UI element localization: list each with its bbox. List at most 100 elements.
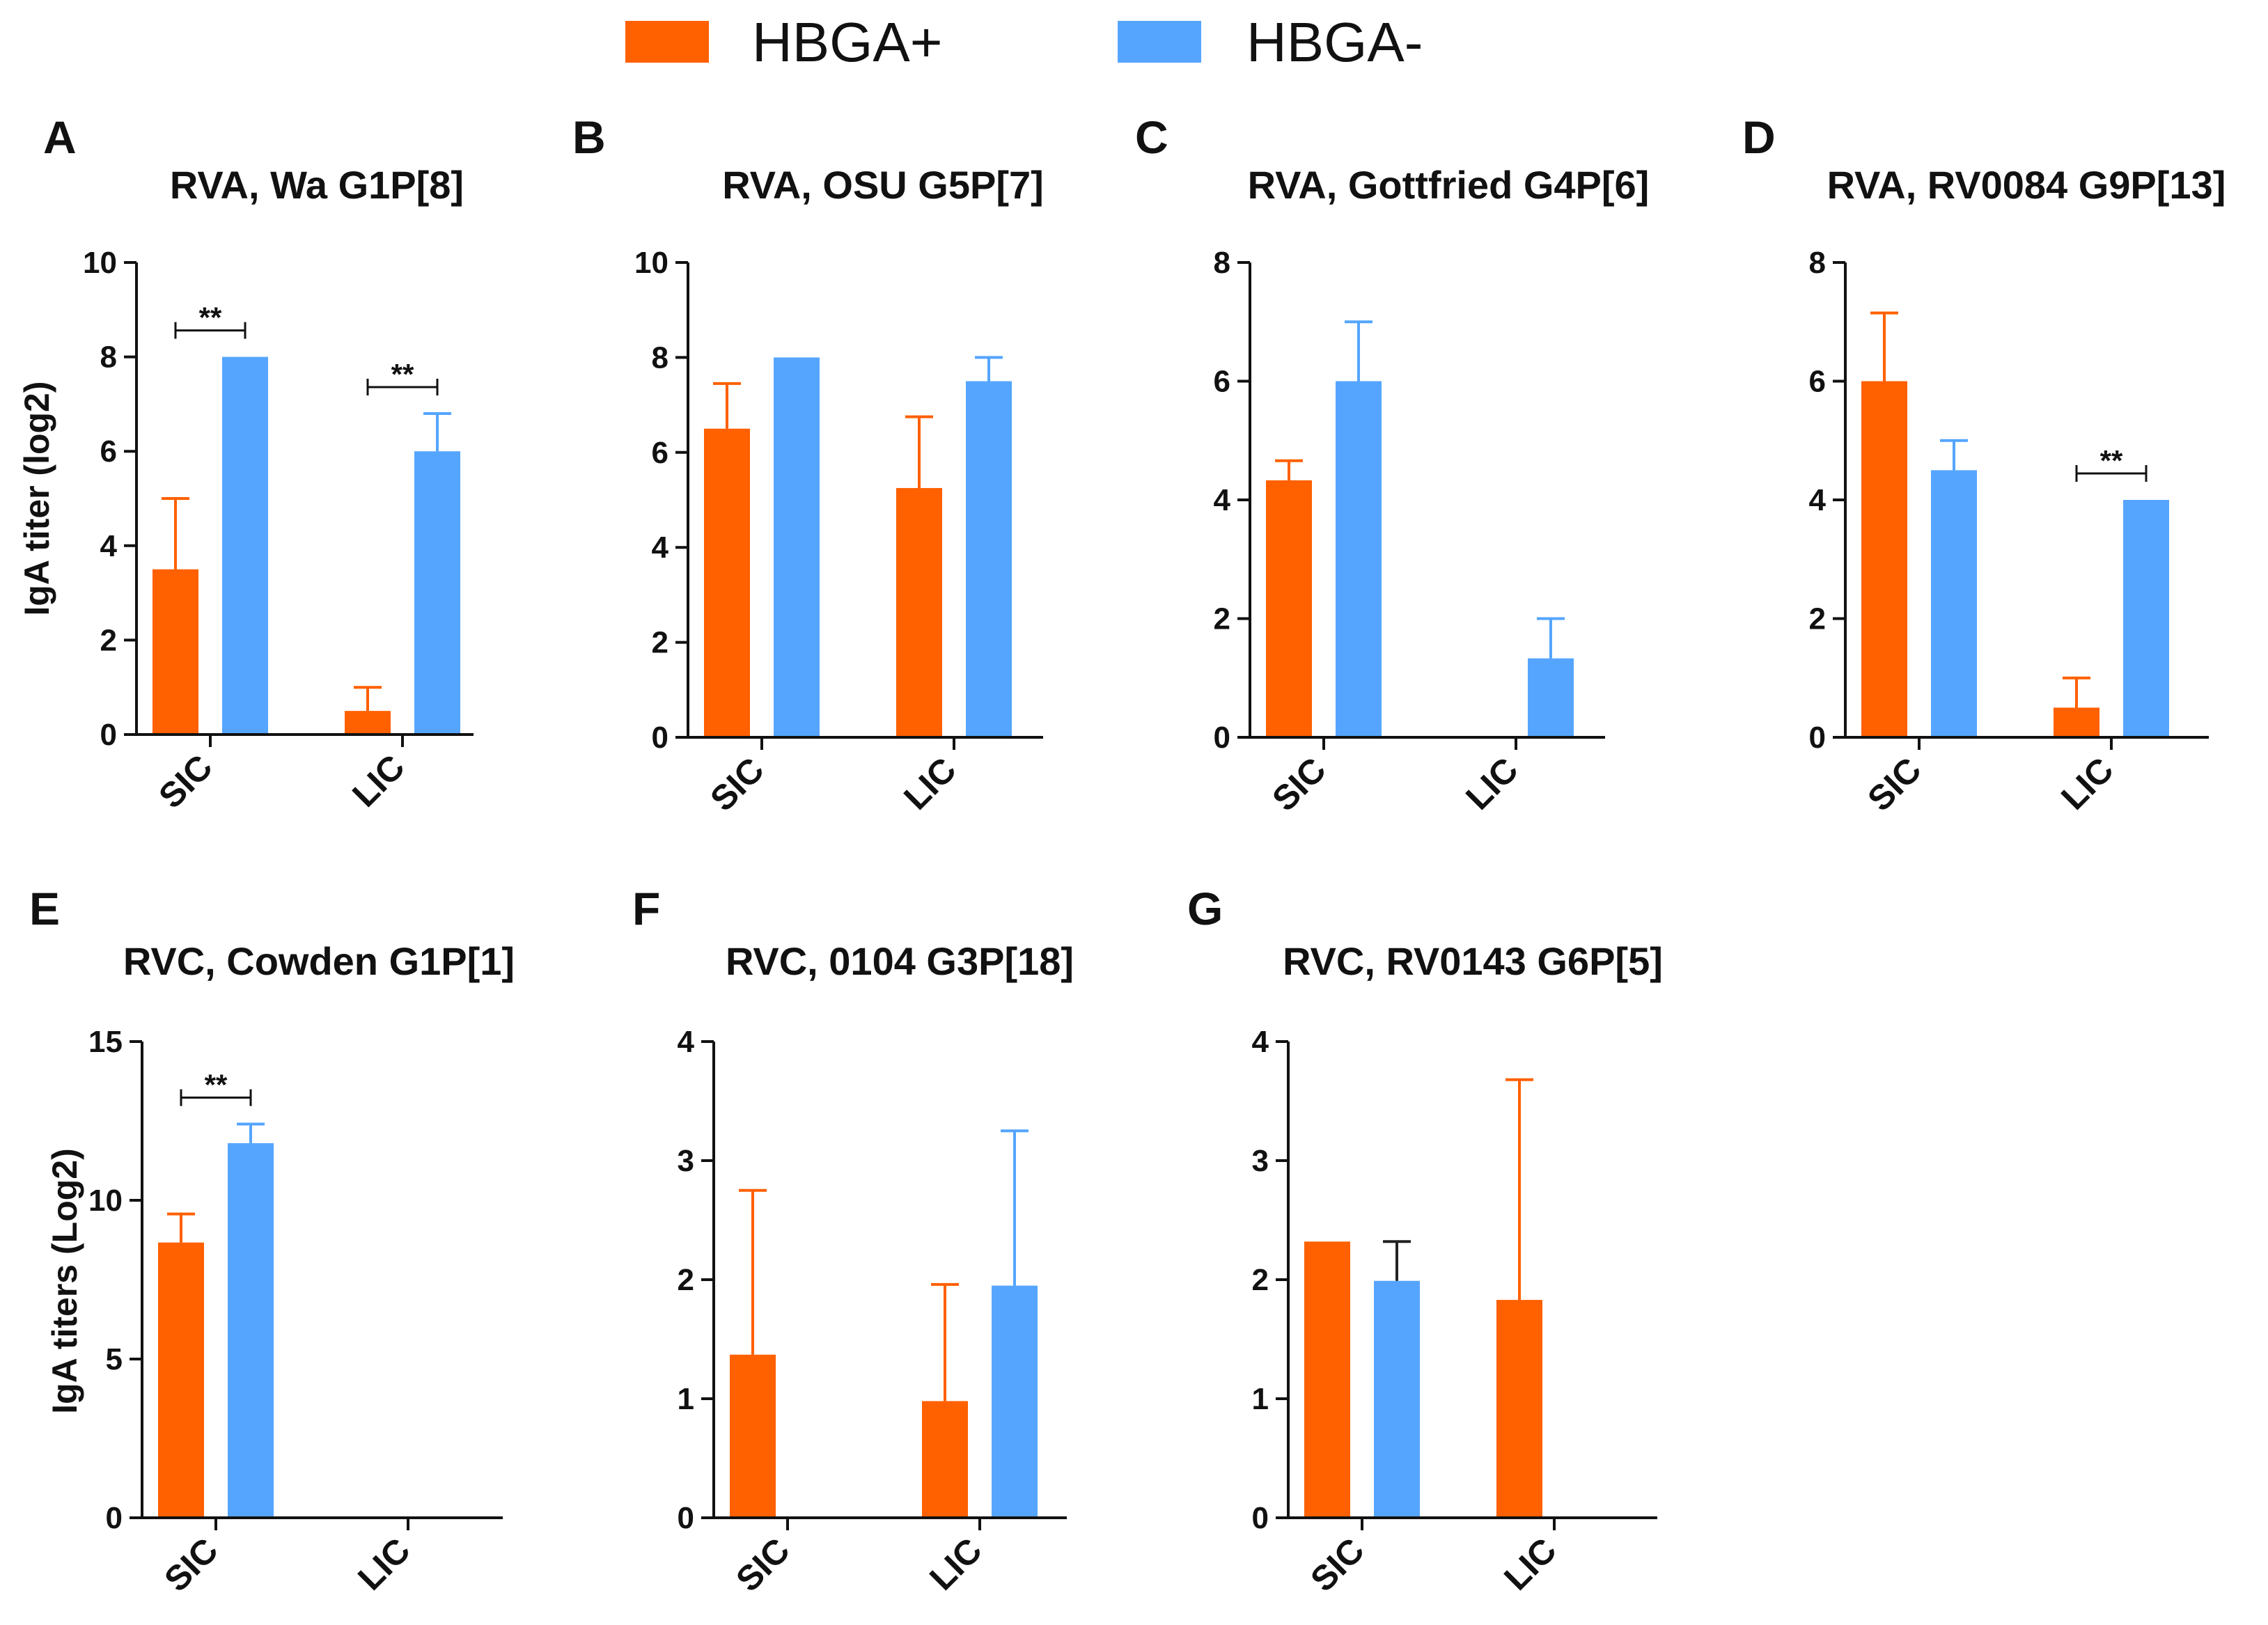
panel-c: C RVA, Gottfried G4P[6] 0 2 4 6 8 SIC LIC	[1135, 111, 1649, 819]
panel-g: G RVC, RV0143 G6P[5] 0 1 2 3 4 SIC LIC	[1187, 883, 1663, 1599]
bar-b-sic-hbga-neg	[774, 357, 820, 737]
panel-b-title: RVA, OSU G5P[7]	[722, 163, 1044, 207]
panel-d-ytick-label-4: 4	[1809, 483, 1827, 517]
panel-f-ytick-label-2: 2	[678, 1263, 694, 1297]
panel-a-xlabel-lic: LIC	[345, 747, 412, 815]
bar-g-sic-hbga-neg	[1374, 1280, 1420, 1518]
bar-b-lic-hbga-neg	[966, 381, 1012, 737]
panel-f-xlabel-sic: SIC	[728, 1530, 797, 1599]
panel-a: A RVA, Wa G1P[8] IgA titer (log2) 0 2 4 6 8 10 SI…	[17, 111, 474, 816]
panel-e-ylabel: IgA titers (Log2)	[45, 1148, 84, 1413]
panel-g-ytick-label-1: 1	[1252, 1382, 1269, 1416]
panel-d-letter: D	[1742, 111, 1776, 163]
bar-d-sic-hbga-neg	[1931, 470, 1977, 737]
panel-f-ytick-label-4: 4	[678, 1025, 695, 1059]
panel-f-ytick-label-1: 1	[678, 1382, 694, 1416]
panel-c-ytick-label-8: 8	[1214, 246, 1230, 280]
panel-a-letter: A	[43, 111, 77, 163]
panel-e-letter: E	[29, 883, 60, 934]
legend-swatch-hbga-neg	[1118, 21, 1201, 63]
legend: HBGA+ HBGA-	[625, 11, 1423, 73]
panel-a-title: RVA, Wa G1P[8]	[170, 163, 464, 207]
panel-d: D RVA, RV0084 G9P[13] 0 2 4 6 8 SIC LIC **	[1742, 111, 2226, 819]
panel-g-ytick-label-0: 0	[1252, 1501, 1269, 1535]
panel-d-ytick-label-8: 8	[1809, 246, 1826, 280]
panel-e-significance-sic: **	[180, 1069, 252, 1106]
bar-g-lic-hbga-pos	[1496, 1300, 1542, 1518]
bar-a-sic-hbga-pos	[152, 569, 198, 735]
panel-a-significance-lic: **	[366, 358, 439, 395]
bar-a-sic-hbga-neg	[222, 356, 268, 735]
bar-f-lic-hbga-neg	[992, 1285, 1038, 1518]
panel-f-ytick-label-0: 0	[678, 1501, 694, 1535]
bar-e-sic-hbga-neg	[228, 1143, 274, 1518]
panel-e-ytick-label-10: 10	[88, 1184, 123, 1218]
panel-f-xlabel-lic: LIC	[922, 1530, 990, 1598]
panel-g-ytick-label-2: 2	[1252, 1263, 1269, 1297]
panel-g-letter: G	[1187, 883, 1223, 934]
panel-f-ytick-label-3: 3	[678, 1144, 694, 1178]
panel-d-title: RVA, RV0084 G9P[13]	[1827, 163, 2226, 207]
panel-c-ytick-label-4: 4	[1214, 483, 1231, 517]
panel-d-ytick-label-6: 6	[1809, 365, 1826, 399]
panel-c-ytick-label-6: 6	[1214, 365, 1230, 399]
bar-e-sic-hbga-pos	[158, 1242, 204, 1518]
panel-d-significance-lic: **	[2075, 444, 2148, 482]
bar-c-sic-hbga-pos	[1266, 480, 1312, 737]
panel-b-ytick-label-6: 6	[652, 436, 668, 470]
legend-swatch-hbga-pos	[625, 21, 709, 63]
panel-b-ytick-label-10: 10	[634, 246, 668, 280]
panel-d-ytick-label-0: 0	[1809, 721, 1826, 755]
sig-stars: **	[391, 358, 414, 391]
panel-g-ytick-label-3: 3	[1252, 1144, 1269, 1178]
panel-b-letter: B	[572, 111, 606, 163]
panel-b-xlabel-sic: SIC	[703, 750, 772, 819]
bar-a-lic-hbga-neg	[414, 451, 460, 735]
panel-c-ytick-label-2: 2	[1214, 602, 1230, 636]
bar-a-lic-hbga-pos	[345, 711, 391, 735]
bar-d-sic-hbga-pos	[1861, 381, 1907, 737]
panel-f-letter: F	[632, 883, 660, 934]
bar-f-lic-hbga-pos	[922, 1401, 968, 1518]
panel-d-xlabel-lic: LIC	[2054, 750, 2121, 817]
panel-a-ytick-label-4: 4	[100, 529, 118, 563]
panel-a-ytick-label-8: 8	[100, 340, 117, 375]
bar-d-lic-hbga-pos	[2054, 707, 2099, 737]
panel-f: F RVC, 0104 G3P[18] 0 1 2 3 4 SIC LIC	[632, 883, 1074, 1599]
panel-e-xlabel-lic: LIC	[350, 1530, 418, 1598]
panel-c-ytick-label-0: 0	[1214, 721, 1230, 755]
panel-e-title: RVC, Cowden G1P[1]	[123, 939, 515, 983]
panel-b-ytick-label-2: 2	[652, 626, 668, 660]
panel-c-xlabel-sic: SIC	[1265, 750, 1334, 819]
panel-d-ytick-label-2: 2	[1809, 602, 1826, 636]
bar-b-sic-hbga-pos	[704, 428, 750, 737]
panel-a-ytick-label-6: 6	[100, 434, 117, 469]
panel-e-ytick-label-0: 0	[106, 1501, 123, 1535]
bar-g-sic-hbga-pos	[1304, 1241, 1350, 1518]
panel-c-xlabel-lic: LIC	[1458, 750, 1526, 817]
legend-label-hbga-neg: HBGA-	[1246, 11, 1423, 73]
panel-d-xlabel-sic: SIC	[1860, 750, 1929, 819]
panel-c-title: RVA, Gottfried G4P[6]	[1248, 163, 1650, 207]
panel-a-ylabel: IgA titer (log2)	[17, 381, 56, 615]
panel-g-ytick-label-4: 4	[1252, 1025, 1269, 1059]
panel-c-letter: C	[1135, 111, 1168, 163]
sig-stars: **	[2100, 444, 2123, 477]
bar-c-sic-hbga-neg	[1336, 381, 1382, 737]
panel-e-xlabel-sic: SIC	[157, 1530, 226, 1599]
panel-g-title: RVC, RV0143 G6P[5]	[1283, 939, 1663, 983]
sig-stars: **	[205, 1069, 228, 1101]
panel-g-xlabel-lic: LIC	[1496, 1530, 1564, 1598]
sig-stars: **	[199, 301, 222, 334]
panel-f-title: RVC, 0104 G3P[18]	[726, 939, 1074, 983]
panel-e-ytick-label-15: 15	[88, 1025, 123, 1059]
panel-b-ytick-label-0: 0	[652, 721, 668, 755]
panel-b-ytick-label-8: 8	[652, 340, 668, 375]
bar-f-sic-hbga-pos	[730, 1354, 776, 1518]
legend-label-hbga-pos: HBGA+	[752, 11, 942, 73]
panel-a-significance-sic: **	[174, 301, 247, 339]
panel-e-ytick-label-5: 5	[106, 1342, 123, 1376]
panel-a-ytick-label-2: 2	[100, 623, 117, 657]
panel-b: B RVA, OSU G5P[7] 0 2 4 6 8 10 SIC LIC	[572, 111, 1044, 819]
